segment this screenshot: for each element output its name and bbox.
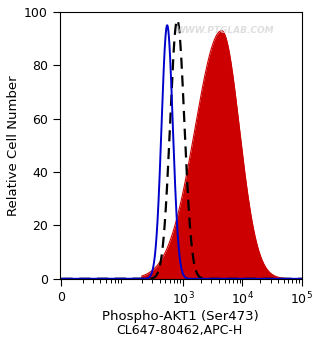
- X-axis label: Phospho-AKT1 (Ser473): Phospho-AKT1 (Ser473): [102, 310, 259, 323]
- Y-axis label: Relative Cell Number: Relative Cell Number: [7, 75, 20, 216]
- Text: CL647-80462,APC-H: CL647-80462,APC-H: [116, 324, 242, 337]
- Text: WWW.PTGLAB.COM: WWW.PTGLAB.COM: [175, 26, 274, 35]
